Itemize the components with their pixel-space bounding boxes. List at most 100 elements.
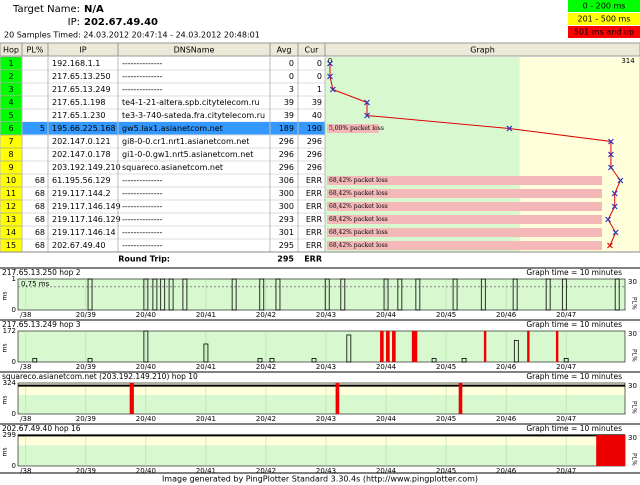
graph-tick-label: 314 — [621, 57, 635, 65]
graph-time: Graph time = 10 minutes — [526, 320, 622, 329]
time-tick-label: 20/40 — [136, 467, 156, 475]
loss-bar — [327, 202, 602, 211]
time-tick-label: 20/44 — [376, 311, 397, 319]
packet-loss-bar — [555, 331, 559, 362]
avg: 293 — [279, 215, 294, 224]
loss-bar — [327, 228, 602, 237]
time-tick-label: 20/44 — [376, 467, 397, 475]
dns-name: -------------- — [122, 202, 163, 211]
y-tick-label: 0 — [12, 306, 16, 314]
time-tick-label: 20/47 — [556, 415, 576, 423]
time-tick-label: 20/45 — [436, 311, 456, 319]
packet-loss-bar — [411, 331, 418, 362]
avg: 0 — [289, 72, 294, 81]
panel-green-zone — [18, 394, 625, 414]
y-tick-label: 172 — [3, 327, 16, 335]
latency-spike — [324, 278, 330, 311]
latency-spike — [87, 278, 93, 311]
cur: 39 — [312, 98, 322, 107]
time-tick-label: 20/41 — [196, 467, 216, 475]
round-trip-label: Round Trip: — [118, 255, 170, 264]
cur: 0 — [317, 72, 322, 81]
latency-spike — [614, 278, 620, 311]
hop: 1 — [8, 59, 13, 68]
ip: 217.65.1.198 — [52, 98, 105, 107]
time-tick-label: 20/39 — [76, 467, 96, 475]
packet-loss: 68 — [35, 228, 45, 237]
panel-yellow-zone — [18, 435, 625, 446]
loss-label: 68,42% packet loss — [329, 242, 388, 249]
avg: 300 — [279, 202, 294, 211]
pl-label: PL% — [631, 401, 638, 414]
cur: 296 — [307, 150, 322, 159]
avg: 306 — [279, 176, 294, 185]
hop: 15 — [6, 241, 16, 250]
time-tick-label: 20/47 — [556, 311, 576, 319]
latency-spike — [231, 278, 237, 311]
hop: 8 — [8, 150, 13, 159]
hop: 9 — [8, 163, 13, 172]
graph-time: Graph time = 10 minutes — [526, 268, 622, 277]
ip: 219.117.146.129 — [52, 215, 121, 224]
time-tick-label: 20/46 — [496, 467, 517, 475]
target: N/A — [84, 4, 104, 15]
time-tick-label: 20/41 — [196, 363, 216, 371]
latency-point — [329, 86, 336, 93]
panel-green-zone — [18, 331, 625, 362]
avg: 300 — [279, 189, 294, 198]
time-tick-label: 20/47 — [556, 467, 576, 475]
loss-bar — [327, 124, 379, 133]
cur: ERR — [306, 215, 323, 224]
latency-spike — [168, 278, 174, 311]
ip: 61.195.56.129 — [52, 176, 111, 185]
legend-label: 501 ms and up — [574, 28, 634, 37]
latency-point — [364, 99, 370, 106]
ip: 219.117.144.2 — [52, 189, 111, 198]
loss-bar — [327, 189, 602, 198]
ip: 219.117.146.14 — [52, 228, 116, 237]
time-tick-label: 20/40 — [136, 311, 156, 319]
ms-label: ms — [2, 448, 9, 457]
legend-swatch — [568, 26, 640, 38]
latency-point — [607, 164, 614, 171]
time-tick-label: 20/43 — [316, 363, 336, 371]
dns-name: -------------- — [122, 241, 163, 250]
latency-spike — [346, 334, 352, 363]
y-tick-label: 0 — [12, 358, 16, 366]
ms-label: ms — [2, 396, 9, 405]
avg: 296 — [279, 137, 294, 146]
time-tick-label: 20/46 — [496, 363, 517, 371]
dns-name: squareco.asianetcom.net — [122, 163, 223, 172]
cur: ERR — [306, 228, 323, 237]
selected-row — [22, 122, 325, 135]
time-tick-label: 20/40 — [136, 415, 156, 423]
packet-loss-bar — [335, 383, 340, 414]
hop: 3 — [8, 85, 13, 94]
packet-loss-bar — [458, 383, 463, 414]
dns-name: -------------- — [122, 215, 163, 224]
dns-name: -------------- — [122, 228, 163, 237]
packet-loss-bar — [527, 331, 530, 362]
packet-loss-bar — [380, 331, 384, 362]
column-header: Graph — [470, 46, 495, 55]
avg: 296 — [279, 163, 294, 172]
loss-bar — [327, 176, 602, 185]
time-tick-label: /38 — [20, 415, 31, 423]
hop: 12 — [6, 202, 16, 211]
table-header — [0, 42, 640, 57]
ip: 192.168.1.1 — [52, 59, 100, 68]
cur: 296 — [307, 137, 322, 146]
time-tick-label: 20/44 — [376, 415, 397, 423]
ip: 217.65.13.250 — [52, 72, 111, 81]
column-header: IP — [79, 46, 86, 55]
y-tick-label: 299 — [3, 431, 16, 439]
ip: 202.67.49.40 — [52, 241, 105, 250]
latency-point — [327, 60, 333, 67]
round-trip-cur: ERR — [304, 255, 322, 264]
hop: 14 — [6, 228, 16, 237]
latency-spike — [182, 278, 188, 311]
dns-name: -------------- — [122, 72, 163, 81]
time-tick-label: 20/45 — [436, 467, 456, 475]
panel-title: 217.65.13.250 hop 2 — [2, 268, 81, 277]
time-tick-label: 20/42 — [256, 467, 276, 475]
